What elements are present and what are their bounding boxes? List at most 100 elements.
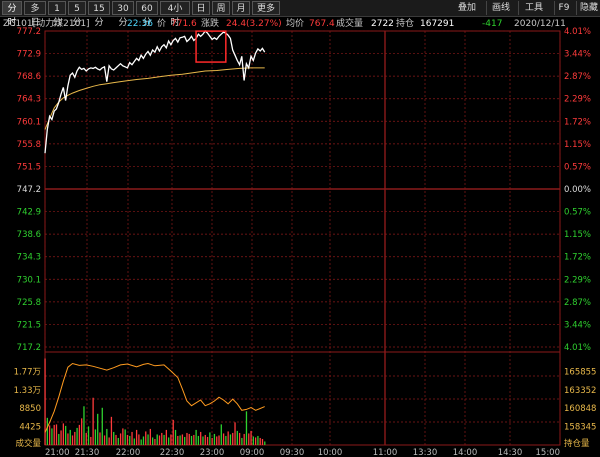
volume-bar <box>229 434 232 445</box>
volume-bar <box>106 428 108 445</box>
volume-bar <box>142 436 145 445</box>
volume-bar <box>97 413 99 445</box>
period-button-7[interactable]: 4小时 <box>160 1 190 28</box>
period-button-11[interactable]: 更多 <box>252 1 280 15</box>
volume-bar <box>261 438 264 445</box>
pct-axis-label: 1.72% <box>564 117 591 127</box>
volume-bar <box>161 432 163 445</box>
volume-bar <box>158 435 161 445</box>
volume-bar <box>140 439 142 445</box>
period-button-5[interactable]: 30分 <box>112 1 134 28</box>
period-button-3[interactable]: 5分 <box>68 1 86 28</box>
volume-bar <box>113 431 115 445</box>
tool-button-1[interactable]: 画线 <box>486 1 515 15</box>
volume-axis-label: 4425 <box>19 423 41 433</box>
volume-bar <box>227 431 229 445</box>
volume-bar <box>179 435 181 445</box>
volume-bar <box>174 429 177 445</box>
volume-bar <box>202 436 204 445</box>
volume-bar <box>163 434 165 445</box>
volume-bar <box>236 430 238 445</box>
volume-axis-label: 1.33万 <box>14 386 41 396</box>
volume-bar <box>209 432 211 445</box>
pct-axis-label: 1.15% <box>564 140 591 150</box>
open-interest-change: -417 <box>482 19 503 29</box>
symbol-label: ZC101[动力煤2101] <box>3 19 90 29</box>
volume-bar <box>248 433 250 445</box>
chart-labels: 777.2 4.01% 772.9 3.44% 768.6 2.87% 764.3 2.29%… <box>14 27 597 457</box>
volume-bar <box>168 437 170 445</box>
volume-bar <box>188 433 190 445</box>
tool-button-2[interactable]: 工具 <box>518 1 549 15</box>
price-value: 771.6 <box>171 19 197 29</box>
period-button-6[interactable]: 60分 <box>136 1 158 28</box>
pct-axis-label: 2.29% <box>564 95 591 105</box>
time-axis-label: 10:00 <box>318 448 343 457</box>
price-axis-label: 721.5 <box>17 320 41 330</box>
pct-axis-label: 0.57% <box>564 162 591 172</box>
volume-bar <box>92 397 94 445</box>
tool-button-3[interactable]: F9 <box>554 1 573 15</box>
price-axis-label: 760.1 <box>17 117 41 127</box>
period-button-2[interactable]: 1分 <box>48 1 66 28</box>
open-interest-line <box>44 362 265 433</box>
period-button-4[interactable]: 15分 <box>88 1 110 28</box>
volume-bar <box>181 434 184 445</box>
volume-bar <box>234 422 236 445</box>
volume-bar <box>62 423 65 445</box>
pct-axis-label: 1.72% <box>564 253 591 263</box>
volume-bar <box>170 434 172 445</box>
avg-price-line <box>44 67 265 130</box>
time-axis-label: 09:30 <box>280 448 305 457</box>
pct-axis-label: 2.87% <box>564 298 591 308</box>
highlight-box <box>195 30 227 63</box>
volume-bar <box>108 437 110 445</box>
chart-lines <box>44 30 266 433</box>
volume-bar <box>101 407 103 445</box>
volume-bar <box>216 436 218 445</box>
volume-bar <box>51 428 53 445</box>
pct-axis-label: 0.57% <box>564 208 591 218</box>
price-axis-label: 730.1 <box>17 275 41 285</box>
period-button-8[interactable]: 日 <box>192 1 210 15</box>
time-axis-label: 13:30 <box>413 448 438 457</box>
volume-bar <box>76 427 78 445</box>
tool-button-4[interactable]: 隐藏 <box>576 1 600 15</box>
volume-bar <box>193 434 195 445</box>
period-button-0[interactable]: 分时 <box>2 1 22 28</box>
price-axis-label: 738.6 <box>17 230 41 240</box>
volume-bar <box>85 432 87 445</box>
time-axis-label: 14:00 <box>453 448 478 457</box>
price-line <box>44 30 266 154</box>
period-button-9[interactable]: 周 <box>212 1 230 15</box>
oi-axis-label: 160848 <box>564 404 596 414</box>
pct-axis-label: 4.01% <box>564 27 591 37</box>
volume-bar <box>254 437 257 445</box>
period-button-1[interactable]: 多日 <box>24 1 46 28</box>
volume-bar <box>117 437 119 445</box>
volume-bar <box>172 419 174 445</box>
avg-price-value: 767.4 <box>309 19 335 29</box>
time-axis-label: 22:30 <box>160 448 185 457</box>
volume-bar <box>44 358 46 445</box>
volume-bar <box>65 425 67 445</box>
volume-bar <box>195 429 197 445</box>
volume-value: 2722 <box>371 19 394 29</box>
volume-bar <box>243 433 245 445</box>
volume-bar <box>94 429 97 445</box>
tool-button-0[interactable]: 叠加 <box>457 3 476 13</box>
volume-bar <box>257 435 259 445</box>
volume-bar <box>145 431 147 445</box>
volume-bar <box>115 434 117 445</box>
volume-bar <box>81 418 83 445</box>
price-axis-label: 772.9 <box>17 50 41 60</box>
volume-bar <box>177 435 179 445</box>
chart-frame <box>44 30 561 446</box>
volume-bar <box>264 441 266 445</box>
price-axis-label: 764.3 <box>17 95 41 105</box>
quote-info-bar: ZC101[动力煤2101] 22:36 价 771.6 涨跌 24.4(3.2… <box>0 17 600 31</box>
volume-bar <box>71 435 74 445</box>
price-axis-label: 725.8 <box>17 298 41 308</box>
period-button-10[interactable]: 月 <box>232 1 250 15</box>
